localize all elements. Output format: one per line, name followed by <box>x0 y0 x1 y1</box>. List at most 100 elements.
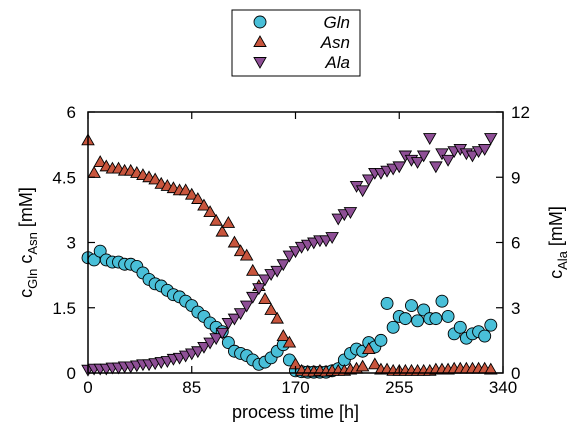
y-right-tick-label: 12 <box>511 103 530 122</box>
data-point-ala <box>484 133 498 146</box>
data-point-ala <box>392 161 407 174</box>
x-tick-label: 0 <box>83 378 92 397</box>
data-point-ala <box>325 232 339 244</box>
data-point-gln <box>386 320 400 334</box>
data-point-asn <box>203 205 217 218</box>
y-axis-right-label: cAla [mM] <box>546 206 570 279</box>
data-point-asn <box>233 244 248 257</box>
data-point-gln <box>417 303 431 317</box>
data-point-asn <box>197 198 211 211</box>
data-point-asn <box>246 263 260 276</box>
data-point-ala <box>276 259 291 272</box>
y-left-label-c1: c <box>16 289 36 298</box>
data-point-gln <box>435 294 449 308</box>
data-point-ala <box>239 300 254 313</box>
y-right-label-c: c <box>546 270 566 279</box>
data-point-ala <box>288 246 303 259</box>
data-point-asn <box>368 357 382 370</box>
data-point-asn <box>484 362 498 375</box>
y-left-label-text: cGln cAsn [mM] <box>16 187 40 298</box>
data-point-ala <box>331 213 345 226</box>
y-right-label-sub: Ala <box>555 250 570 270</box>
data-point-ala <box>441 154 455 167</box>
data-point-gln <box>380 296 394 310</box>
y-axis-left-label: cGln cAsn [mM] <box>16 187 40 298</box>
data-point-asn <box>148 172 162 185</box>
data-point-asn <box>239 248 254 261</box>
y-left-label-sub2: Asn <box>25 232 40 254</box>
data-point-ala <box>221 318 236 330</box>
data-point-gln <box>484 318 498 332</box>
data-point-gln <box>93 244 107 258</box>
legend-box <box>231 9 361 77</box>
data-point-ala <box>215 327 230 340</box>
legend-marker-ala <box>253 57 267 69</box>
data-point-gln <box>411 314 425 328</box>
data-point-asn <box>258 292 272 304</box>
y-left-label-sub1: Gln <box>25 269 40 289</box>
series-gln <box>81 244 498 379</box>
data-point-asn <box>227 235 242 248</box>
x-tick-label: 85 <box>182 378 201 397</box>
data-point-asn <box>282 335 297 348</box>
data-point-ala <box>197 341 211 354</box>
y-right-tick-label: 0 <box>511 364 520 383</box>
x-axis-label: process time [h] <box>232 402 359 422</box>
y-left-label-unit: [mM] <box>16 187 36 232</box>
data-point-ala <box>435 148 449 161</box>
y-right-tick-label: 9 <box>511 168 520 187</box>
x-tick-label: 340 <box>489 378 517 397</box>
y-left-tick-label: 6 <box>67 103 76 122</box>
data-point-asn <box>209 213 223 226</box>
data-point-gln <box>441 310 455 323</box>
data-point-asn <box>93 155 107 167</box>
data-point-gln <box>398 312 412 326</box>
data-point-gln <box>374 333 388 347</box>
data-point-ala <box>258 274 272 287</box>
data-point-asn <box>178 183 193 196</box>
y-right-tick-label: 3 <box>511 299 520 318</box>
y-right-label-unit: [mM] <box>546 206 566 251</box>
data-point-asn <box>355 359 370 372</box>
data-point-ala <box>410 157 425 169</box>
data-point-ala <box>282 250 297 263</box>
legend-label-asn: Asn <box>320 33 350 52</box>
data-point-ala <box>355 185 370 198</box>
y-left-tick-label: 4.5 <box>52 168 76 187</box>
x-tick-label: 255 <box>385 378 413 397</box>
data-point-ala <box>191 346 205 359</box>
y-right-tick-label: 6 <box>511 234 520 253</box>
data-point-asn <box>184 187 199 200</box>
data-point-ala <box>343 207 358 219</box>
x-tick-label: 170 <box>281 378 309 397</box>
y-left-label-c2: c <box>16 255 36 269</box>
data-point-ala <box>203 337 217 350</box>
data-point-ala <box>233 308 248 321</box>
data-point-ala <box>477 144 492 156</box>
data-point-ala <box>429 161 443 174</box>
y-right-label-text: cAla [mM] <box>546 206 570 279</box>
data-point-gln <box>478 329 492 343</box>
data-point-asn <box>264 303 278 315</box>
data-point-asn <box>361 342 376 355</box>
legend-marker-asn <box>253 35 267 47</box>
data-point-ala <box>422 133 437 146</box>
data-point-ala <box>227 313 242 326</box>
legend-label-ala: Ala <box>324 53 350 72</box>
data-point-ala <box>270 265 284 278</box>
legend-label-gln: Gln <box>324 13 350 32</box>
data-point-ala <box>465 150 480 163</box>
data-point-asn <box>191 192 205 204</box>
data-point-gln <box>405 299 418 313</box>
y-left-tick-label: 1.5 <box>52 299 76 318</box>
data-point-asn <box>270 311 284 324</box>
data-point-gln <box>221 336 235 349</box>
data-point-ala <box>416 150 431 163</box>
data-point-gln <box>429 312 443 326</box>
data-point-asn <box>215 224 230 237</box>
legend-marker-gln <box>253 15 267 29</box>
data-point-gln <box>453 320 467 334</box>
